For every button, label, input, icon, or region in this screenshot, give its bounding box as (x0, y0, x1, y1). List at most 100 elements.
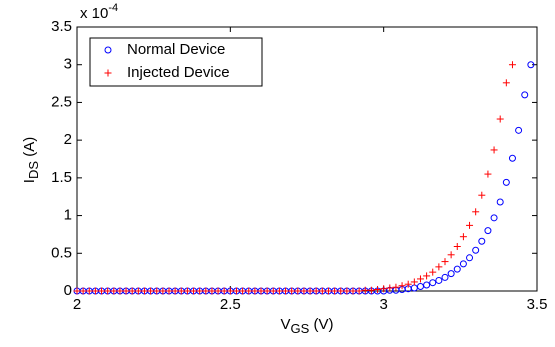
x-label-sub: GS (291, 321, 310, 336)
data-point (423, 272, 431, 280)
data-point (447, 270, 455, 278)
data-point (171, 287, 179, 295)
y-tick-label: 2 (64, 131, 72, 148)
x-tick-label: 3.5 (527, 296, 548, 313)
data-point (85, 287, 93, 295)
y-tick-label: 3 (64, 56, 72, 73)
circle-marker (416, 282, 424, 290)
legend-box (89, 37, 263, 87)
data-point (196, 287, 204, 295)
data-point (294, 287, 302, 295)
data-point (441, 273, 449, 281)
circle-marker (515, 126, 523, 134)
data-point (190, 287, 198, 295)
data-point (508, 61, 516, 69)
data-point (392, 283, 400, 291)
y-label-main: I (21, 179, 38, 183)
x-tick-label: 2.5 (220, 296, 241, 313)
data-point (367, 286, 375, 294)
y-multiplier: x 10-4 (80, 2, 118, 22)
data-point (232, 287, 240, 295)
data-point (453, 265, 461, 273)
data-point (183, 287, 191, 295)
data-point (269, 287, 277, 295)
data-point (435, 263, 443, 271)
y-tick-label: 0.5 (51, 244, 72, 261)
data-point (134, 287, 142, 295)
data-point (110, 287, 118, 295)
legend-label: Injected Device (127, 64, 230, 81)
circle-marker (502, 178, 510, 186)
data-point (484, 170, 492, 178)
circle-marker (441, 273, 449, 281)
circle-marker (527, 61, 535, 69)
legend-marker (104, 46, 112, 54)
data-point (515, 126, 523, 134)
y-axis-label: IDS (A) (21, 137, 41, 183)
data-point (404, 280, 412, 288)
data-point (165, 287, 173, 295)
x-tick-label: 3 (379, 296, 387, 313)
data-point (220, 287, 228, 295)
data-point (159, 287, 167, 295)
x-label-rest: (V) (309, 316, 333, 333)
data-point (147, 287, 155, 295)
data-point (453, 242, 461, 250)
data-point (73, 287, 81, 295)
data-point (251, 287, 259, 295)
data-point (416, 282, 424, 290)
data-point (202, 287, 210, 295)
x-label-main: V (281, 316, 291, 333)
data-point (324, 287, 332, 295)
circle-marker (472, 246, 480, 254)
data-point (386, 284, 394, 292)
data-point (416, 275, 424, 283)
data-point (466, 254, 474, 262)
legend-marker (104, 69, 112, 77)
circle-marker (508, 154, 516, 162)
data-point (116, 287, 124, 295)
circle-marker (466, 254, 474, 262)
data-point (472, 246, 480, 254)
data-point (380, 285, 388, 293)
x-axis-label: VGS (V) (281, 316, 334, 336)
data-point (153, 287, 161, 295)
data-point (331, 287, 339, 295)
data-point (435, 276, 443, 284)
y-tick-label: 1 (64, 207, 72, 224)
circle-marker (447, 270, 455, 278)
y-multiplier-base: x 10 (80, 5, 108, 22)
circle-marker (429, 279, 437, 287)
data-point (355, 287, 363, 295)
circle-marker (484, 227, 492, 235)
circle-marker (410, 284, 418, 292)
circle-marker (490, 214, 498, 222)
data-point (496, 115, 504, 123)
data-point (282, 287, 290, 295)
data-point (441, 258, 449, 266)
y-label-sub: DS (26, 161, 41, 179)
data-point (466, 221, 474, 229)
data-point (429, 279, 437, 287)
data-point (79, 287, 87, 295)
data-point (226, 287, 234, 295)
data-point (410, 284, 418, 292)
data-point (312, 287, 320, 295)
data-point (337, 287, 345, 295)
y-tick-label: 2.5 (51, 93, 72, 110)
data-point (459, 233, 467, 241)
data-point (104, 287, 112, 295)
data-point (343, 287, 351, 295)
circle-marker (453, 265, 461, 273)
data-point (490, 214, 498, 222)
data-point (374, 285, 382, 293)
data-point (423, 281, 431, 289)
data-point (490, 146, 498, 154)
data-point (122, 287, 130, 295)
circle-marker (104, 46, 112, 54)
data-point (128, 287, 136, 295)
data-point (257, 287, 265, 295)
data-point (349, 287, 357, 295)
data-point (484, 227, 492, 235)
